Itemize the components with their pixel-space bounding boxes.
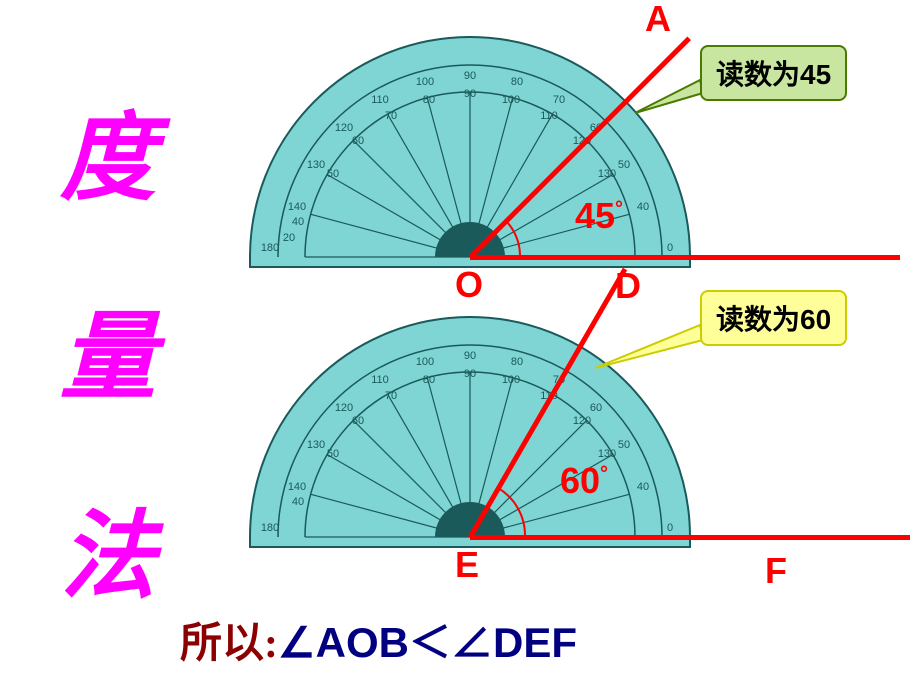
svg-text:130: 130 [598,448,616,460]
svg-text:140: 140 [288,481,306,493]
label-A: A [645,0,671,40]
title-char-1: 度 [60,80,156,219]
title-char-3: 法 [60,478,156,617]
svg-text:90: 90 [464,350,476,362]
svg-text:80: 80 [423,94,435,106]
svg-text:100: 100 [502,94,520,106]
svg-text:130: 130 [598,168,616,180]
conclusion-prefix: 所以: [180,621,278,667]
svg-text:100: 100 [502,374,520,386]
svg-text:50: 50 [618,439,630,451]
svg-text:120: 120 [335,122,353,134]
svg-text:50: 50 [327,168,339,180]
conclusion: 所以:∠AOB＜∠DEF [180,609,577,670]
svg-text:60: 60 [352,415,364,427]
svg-text:130: 130 [307,439,325,451]
svg-text:70: 70 [385,390,397,402]
svg-text:20: 20 [283,232,295,244]
svg-text:40: 40 [637,481,649,493]
svg-text:100: 100 [416,356,434,368]
arc-mark-2 [440,470,560,550]
svg-text:180: 180 [261,242,279,254]
svg-text:140: 140 [288,201,306,213]
angle-45-value: 45 [575,195,615,236]
svg-text:40: 40 [637,201,649,213]
svg-text:70: 70 [553,94,565,106]
angle-45: 45° [575,195,623,237]
svg-text:90: 90 [464,70,476,82]
title-column: 度 量 法 [60,80,156,617]
angle-60-value: 60 [560,460,600,501]
arc-mark-1 [440,200,560,270]
svg-text:80: 80 [423,374,435,386]
svg-text:0: 0 [667,522,673,534]
svg-text:60: 60 [352,135,364,147]
svg-text:180: 180 [261,522,279,534]
svg-text:130: 130 [307,159,325,171]
svg-text:40: 40 [292,216,304,228]
title-char-2: 量 [60,279,156,418]
svg-text:110: 110 [540,110,558,122]
svg-text:70: 70 [385,110,397,122]
svg-text:120: 120 [335,402,353,414]
svg-text:60: 60 [590,402,602,414]
svg-text:110: 110 [371,94,389,106]
svg-text:80: 80 [511,356,523,368]
conclusion-expr: ∠AOB＜∠DEF [278,619,577,666]
svg-text:90: 90 [464,88,476,100]
angle-60: 60° [560,460,608,502]
label-O: O [455,264,483,306]
svg-text:80: 80 [511,76,523,88]
callout-60: 读数为60 [700,290,847,346]
svg-text:50: 50 [327,448,339,460]
callout-45: 读数为45 [700,45,847,101]
svg-text:90: 90 [464,368,476,380]
label-F: F [765,550,787,592]
svg-text:40: 40 [292,496,304,508]
svg-text:120: 120 [573,415,591,427]
callout-pointer-2 [585,320,705,375]
svg-text:50: 50 [618,159,630,171]
svg-text:110: 110 [371,374,389,386]
label-E: E [455,544,479,586]
callout-pointer-1 [625,75,705,120]
svg-text:0: 0 [667,242,673,254]
label-D: D [615,265,641,307]
svg-text:100: 100 [416,76,434,88]
